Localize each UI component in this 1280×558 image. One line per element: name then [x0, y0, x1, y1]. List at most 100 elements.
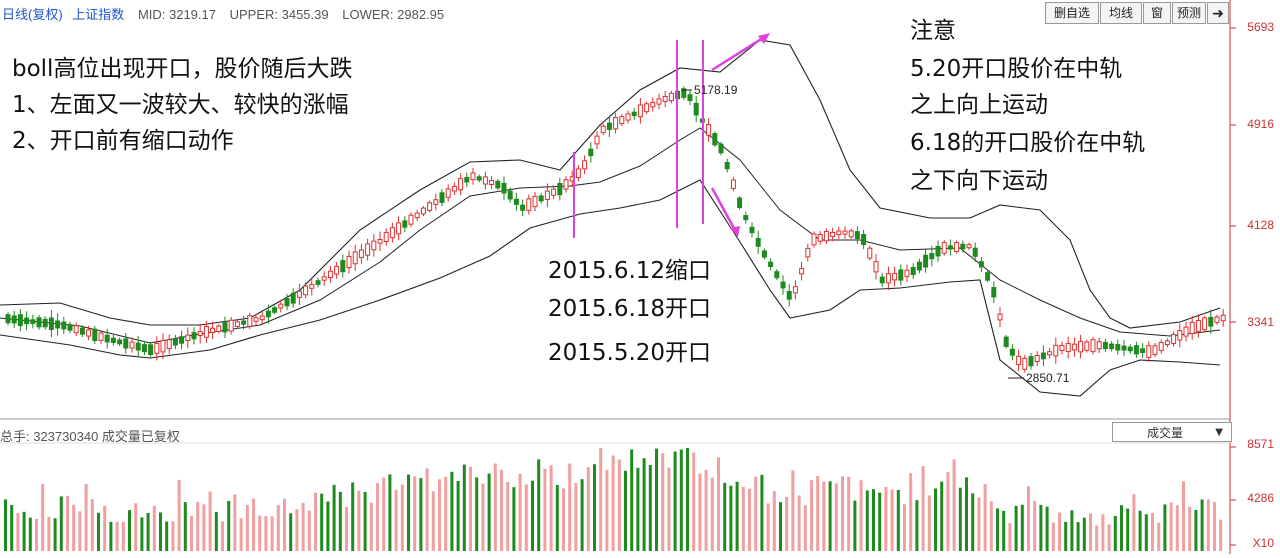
- volume-dropdown[interactable]: 成交量 ▼: [1112, 422, 1232, 442]
- candle-147: [916, 261, 922, 271]
- annotation-right-1: 注意: [910, 18, 956, 44]
- up-arrow-line: [711, 34, 767, 72]
- annotation-center-1: 2015.6.12缩口: [548, 258, 712, 284]
- symbol-label[interactable]: 上证指数: [72, 7, 125, 22]
- candle-100: [625, 113, 631, 121]
- volume-bar-103: [642, 458, 646, 551]
- right-arrow-icon[interactable]: ➜: [1207, 2, 1229, 24]
- volume-bar-68: [425, 468, 429, 551]
- volume-bar-119: [741, 486, 745, 551]
- volume-bar-75: [469, 466, 472, 551]
- volume-bar-106: [661, 453, 665, 551]
- candle-45: [284, 298, 290, 307]
- volume-bar-104: [648, 465, 652, 551]
- volume-bar-78: [487, 473, 491, 551]
- candle-82: [513, 198, 519, 205]
- volume-bar-120: [748, 488, 751, 551]
- lower-value: LOWER: 2982.95: [342, 7, 445, 22]
- candle-177: [1102, 341, 1108, 350]
- moving-average-button[interactable]: 均线: [1100, 2, 1142, 24]
- candle-171: [1065, 343, 1071, 353]
- volume-bar-6: [41, 483, 45, 551]
- volume-bar-21: [134, 503, 138, 551]
- volume-bar-12: [78, 511, 82, 551]
- volume-bar-164: [1020, 504, 1024, 551]
- candle-185: [1152, 345, 1158, 356]
- volume-bar-170: [1058, 512, 1061, 551]
- candle-176: [1096, 341, 1102, 350]
- candle-196: [1220, 314, 1226, 322]
- volume-bar-51: [320, 493, 324, 551]
- volume-bar-149: [927, 495, 931, 551]
- up-arrow-icon: [758, 33, 770, 44]
- candle-71: [445, 188, 451, 198]
- delete-favorite-button[interactable]: 删自选: [1045, 2, 1099, 24]
- period-label[interactable]: 日线(复权): [2, 7, 63, 22]
- candle-93: [582, 160, 588, 170]
- candle-89: [557, 182, 563, 196]
- chevron-down-icon: ▼: [1215, 427, 1223, 438]
- volume-bar-121: [754, 476, 758, 551]
- volume-bar-41: [258, 515, 262, 551]
- volume-bar-43: [270, 516, 274, 551]
- forecast-button[interactable]: 预测: [1172, 2, 1206, 24]
- candle-164: [1022, 357, 1028, 370]
- volume-bar-34: [214, 511, 218, 551]
- candle-37: [234, 321, 240, 327]
- volume-bar-8: [53, 518, 57, 551]
- candle-5: [36, 317, 42, 328]
- volume-bar-29: [183, 502, 187, 551]
- candle-145: [904, 269, 910, 277]
- candle-104: [650, 101, 656, 108]
- volume-bar-182: [1132, 494, 1136, 551]
- volume-bar-42: [264, 516, 268, 551]
- window-button[interactable]: 窗: [1143, 2, 1171, 24]
- candle-135: [842, 230, 848, 235]
- volume-bar-0: [4, 499, 7, 551]
- candle-41: [259, 315, 265, 321]
- candle-124: [774, 271, 780, 279]
- volume-bar-139: [865, 490, 869, 551]
- volume-bar-50: [314, 492, 317, 551]
- bollinger-mid-line: [0, 127, 1221, 344]
- candle-42: [265, 310, 271, 318]
- candle-68: [427, 202, 433, 211]
- volume-bar-58: [363, 491, 367, 551]
- candle-78: [489, 180, 495, 186]
- candle-95: [594, 135, 600, 145]
- volume-bar-92: [574, 483, 578, 551]
- volume-bar-17: [109, 521, 113, 551]
- volume-bar-136: [847, 476, 851, 551]
- candle-151: [941, 242, 947, 254]
- candle-159: [991, 287, 997, 298]
- candle-120: [749, 226, 755, 234]
- candle-21: [135, 342, 141, 351]
- candle-6: [42, 318, 48, 328]
- candle-162: [1009, 348, 1015, 356]
- volume-tick-3: X10: [1252, 536, 1274, 550]
- volume-bar-45: [283, 498, 286, 551]
- price-tick-3: 4128: [1247, 218, 1274, 232]
- volume-tick-2: 4286: [1247, 491, 1274, 505]
- candle-69: [433, 199, 439, 205]
- candle-132: [823, 231, 829, 242]
- volume-bar-147: [915, 500, 919, 551]
- annotation-left-2: 1、左面又一波较大、较快的涨幅: [12, 92, 349, 118]
- candle-35: [222, 322, 228, 333]
- volume-bar-23: [146, 512, 150, 551]
- candle-166: [1034, 355, 1040, 363]
- candle-125: [780, 281, 786, 289]
- candle-88: [551, 188, 557, 196]
- annotation-right-5: 之下向下运动: [910, 168, 1048, 194]
- candle-116: [724, 161, 730, 170]
- volume-bar-196: [1219, 519, 1223, 551]
- volume-bar-156: [971, 493, 975, 551]
- volume-bar-108: [673, 451, 677, 551]
- candle-192: [1195, 319, 1201, 332]
- volume-bar-69: [431, 491, 435, 551]
- candle-169: [1053, 344, 1059, 357]
- candle-11: [73, 325, 79, 334]
- candle-87: [544, 190, 550, 200]
- volume-bar-105: [655, 448, 658, 551]
- volume-bar-187: [1163, 504, 1167, 551]
